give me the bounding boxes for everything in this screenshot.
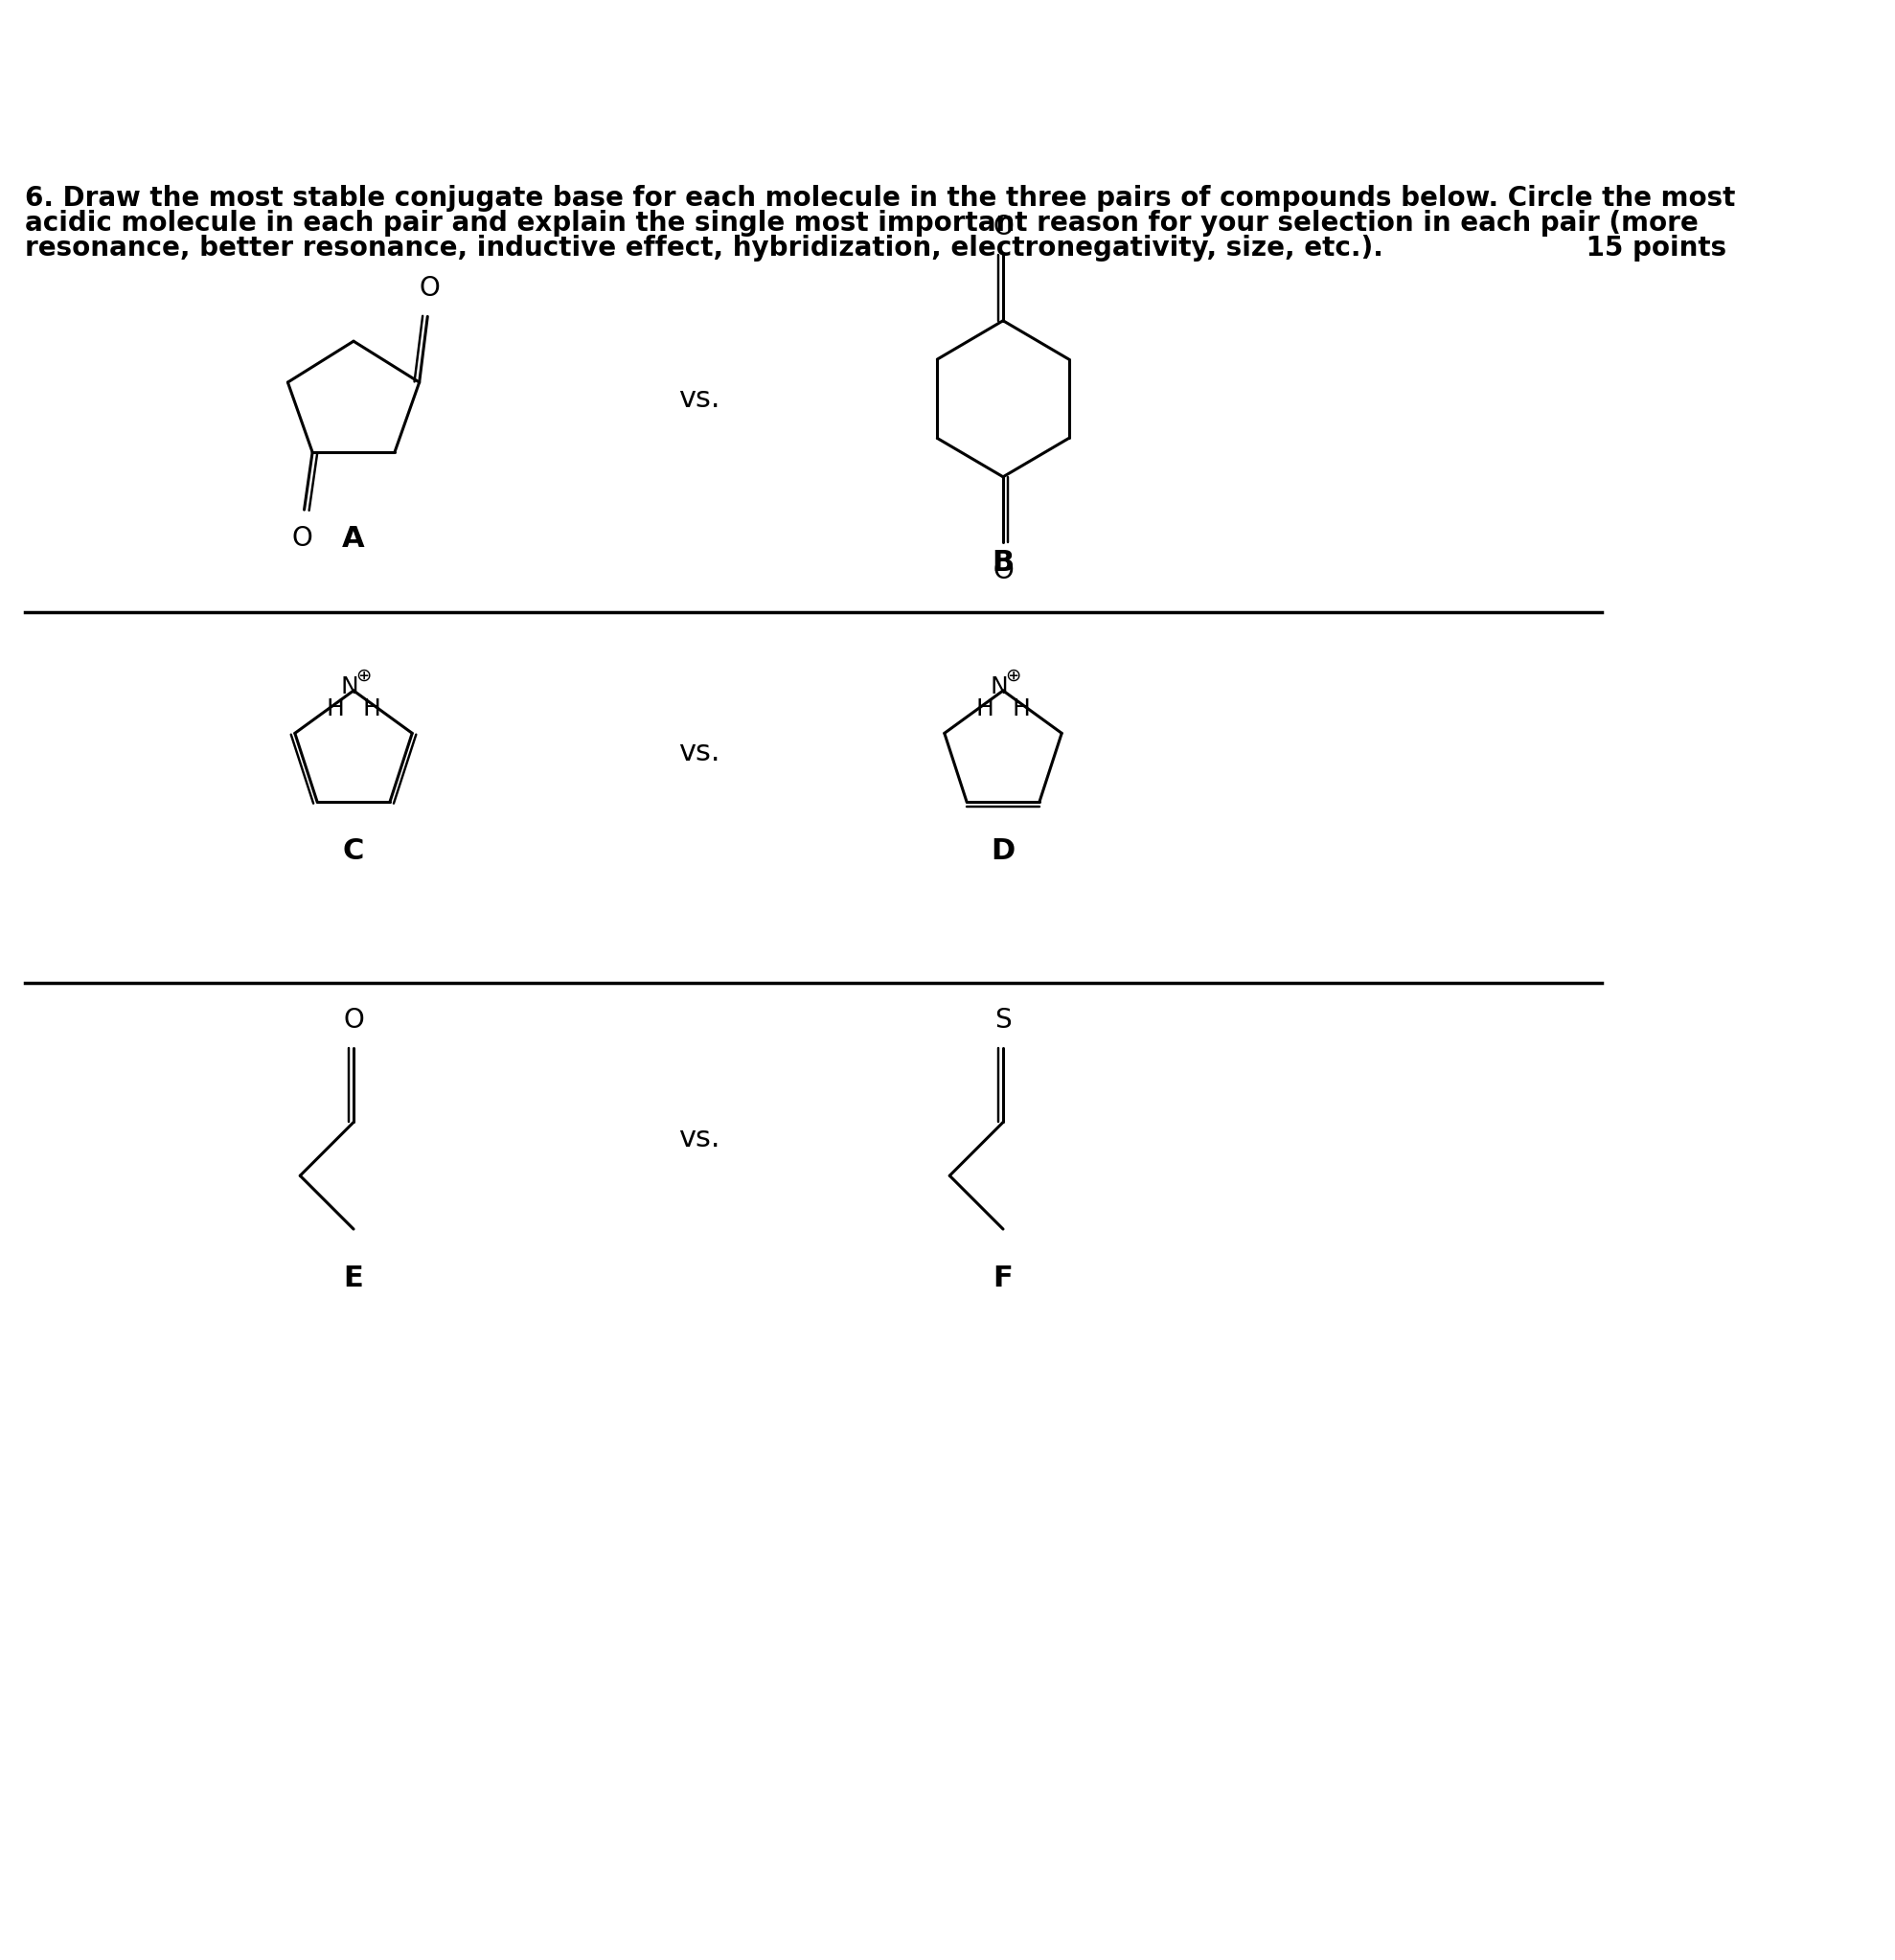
Text: A: A — [343, 525, 366, 553]
Text: E: E — [343, 1264, 364, 1292]
Text: H: H — [326, 698, 345, 719]
Text: S: S — [995, 1007, 1012, 1033]
Text: C: C — [343, 837, 364, 864]
Text: O: O — [419, 274, 440, 302]
Text: F: F — [993, 1264, 1014, 1292]
Text: ⊕: ⊕ — [1004, 666, 1021, 684]
Text: D: D — [991, 837, 1016, 864]
Text: O: O — [292, 525, 313, 551]
Text: vs.: vs. — [678, 739, 720, 766]
Text: 6. Draw the most stable conjugate base for each molecule in the three pairs of c: 6. Draw the most stable conjugate base f… — [25, 184, 1736, 212]
Text: H: H — [1012, 698, 1031, 719]
Text: O: O — [993, 557, 1014, 584]
Text: N: N — [989, 674, 1008, 698]
Text: resonance, better resonance, inductive effect, hybridization, electronegativity,: resonance, better resonance, inductive e… — [25, 235, 1726, 261]
Text: vs.: vs. — [678, 384, 720, 414]
Text: acidic molecule in each pair and explain the single most important reason for yo: acidic molecule in each pair and explain… — [25, 210, 1698, 237]
Text: H: H — [362, 698, 381, 719]
Text: B: B — [991, 549, 1014, 576]
Text: vs.: vs. — [678, 1125, 720, 1152]
Text: O: O — [993, 214, 1014, 239]
Text: H: H — [976, 698, 995, 719]
Text: N: N — [341, 674, 358, 698]
Text: ⊕: ⊕ — [356, 666, 371, 684]
Text: O: O — [343, 1007, 364, 1033]
